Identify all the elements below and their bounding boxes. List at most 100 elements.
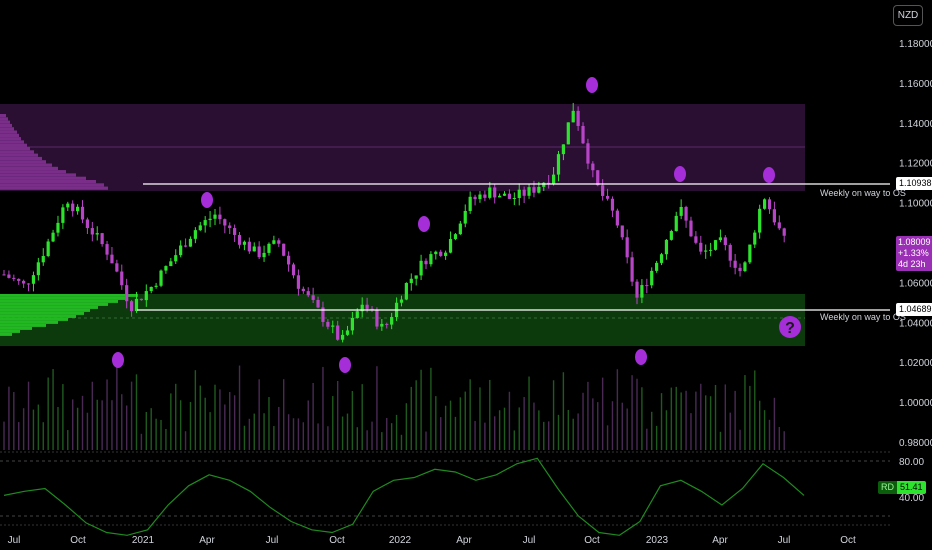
volume-bar xyxy=(567,409,570,450)
volume-bar xyxy=(601,377,604,450)
candle-body xyxy=(110,254,114,264)
candle-body xyxy=(316,299,320,308)
marker-2 xyxy=(201,192,213,208)
volume-bar xyxy=(145,411,148,450)
volume-bar xyxy=(665,410,668,450)
volume-bar xyxy=(47,377,49,450)
y-tick: 1.12000 xyxy=(899,159,932,170)
volume-bar xyxy=(749,385,751,450)
candle-body xyxy=(772,209,776,223)
profile-bar xyxy=(0,127,14,131)
volume-bar xyxy=(248,418,251,450)
volume-bar xyxy=(150,408,152,450)
volume-bar xyxy=(278,406,280,450)
candle-body xyxy=(448,239,453,253)
marker-7 xyxy=(674,166,686,182)
profile-bar xyxy=(0,318,68,321)
candle-body xyxy=(100,233,104,245)
x-tick: Oct xyxy=(840,535,856,546)
volume-bar xyxy=(498,410,501,450)
candle-body xyxy=(193,230,197,239)
profile-bar xyxy=(0,183,104,187)
candle-body xyxy=(144,291,148,301)
volume-bar xyxy=(386,418,388,450)
profile-bar xyxy=(0,114,6,118)
y-tick: 1.16000 xyxy=(899,79,932,90)
candle-body xyxy=(233,228,237,235)
candle-body xyxy=(689,220,693,237)
profile-bar xyxy=(0,160,46,164)
volume-bars xyxy=(3,365,785,450)
candle-body xyxy=(321,307,325,322)
candle-body xyxy=(71,203,75,212)
volume-bar xyxy=(42,422,44,450)
candle-body xyxy=(733,260,737,268)
profile-bar xyxy=(0,140,24,144)
volume-bar xyxy=(52,369,54,450)
candle-body xyxy=(576,110,580,126)
candle-body xyxy=(198,225,202,231)
profile-bar xyxy=(0,312,84,315)
volume-bar xyxy=(282,379,285,450)
candle-body xyxy=(213,214,217,219)
candle-body xyxy=(571,110,575,123)
profile-bar xyxy=(0,306,98,309)
volume-bar xyxy=(106,379,108,450)
last-price: 1.08009 xyxy=(898,237,931,247)
candle-body xyxy=(743,262,747,272)
volume-bar xyxy=(91,381,94,450)
marker-8 xyxy=(763,167,775,183)
volume-bar xyxy=(405,403,408,450)
volume-bar xyxy=(121,394,123,450)
candle-body xyxy=(596,170,600,186)
marker-3 xyxy=(339,357,351,373)
volume-bar xyxy=(739,429,741,450)
profile-bar xyxy=(0,170,66,174)
volume-bar xyxy=(503,407,506,450)
oscillator-label: RD xyxy=(878,481,897,494)
volume-bar xyxy=(37,404,40,450)
x-tick: Apr xyxy=(712,535,728,546)
candle-body xyxy=(429,254,433,265)
volume-bar xyxy=(469,379,471,450)
candle-body xyxy=(522,189,526,196)
candle-body xyxy=(434,251,438,255)
x-tick: Oct xyxy=(329,535,345,546)
x-tick: Jul xyxy=(778,535,791,546)
candle-body xyxy=(129,301,134,312)
marker-6 xyxy=(635,349,647,365)
volume-bar xyxy=(165,429,167,450)
candle-body xyxy=(409,278,413,284)
x-tick: Jul xyxy=(8,535,21,546)
candle-body xyxy=(723,237,727,246)
x-tick: Jul xyxy=(523,535,536,546)
volume-profile-supply xyxy=(0,114,108,190)
marker-4 xyxy=(418,216,430,232)
volume-bar xyxy=(253,413,255,450)
volume-bar xyxy=(430,367,432,450)
currency-badge[interactable]: NZD xyxy=(893,5,923,26)
volume-bar xyxy=(758,400,761,450)
volume-bar xyxy=(592,398,594,450)
volume-bar xyxy=(116,365,118,450)
volume-bar xyxy=(410,386,412,450)
volume-bar xyxy=(704,395,707,450)
volume-bar xyxy=(341,416,344,450)
question-mark-circle xyxy=(779,316,801,338)
candle-body xyxy=(267,243,271,253)
candle-body xyxy=(247,241,251,252)
volume-bar xyxy=(356,427,359,450)
volume-bar xyxy=(474,420,476,450)
profile-bar xyxy=(0,163,52,167)
candle-body xyxy=(345,330,350,335)
candle-body xyxy=(287,255,291,265)
volume-bar xyxy=(577,413,579,450)
volume-bar xyxy=(734,390,736,450)
volume-bar xyxy=(778,426,781,450)
profile-bar xyxy=(0,147,30,151)
volume-bar xyxy=(214,384,216,450)
candle-body xyxy=(2,274,6,276)
volume-bar xyxy=(312,382,314,450)
candle-body xyxy=(306,291,310,296)
